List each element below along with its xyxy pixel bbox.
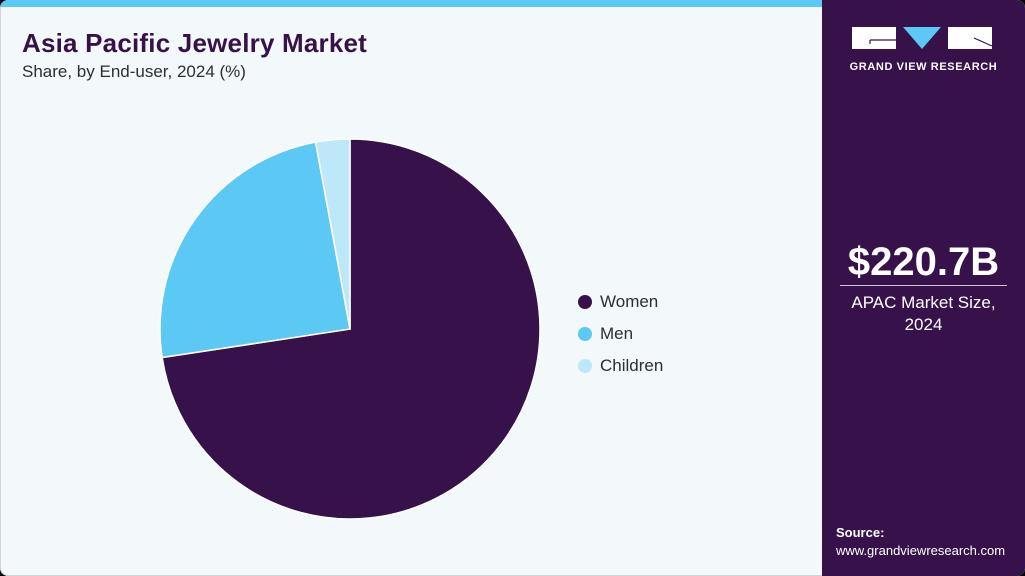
legend-item-women: Women (578, 286, 663, 318)
info-sidebar: GRAND VIEW RESEARCH $220.7B APAC Market … (822, 0, 1025, 576)
pie-slice-children (314, 138, 351, 330)
market-size-value: $220.7B (847, 240, 1000, 284)
legend-item-children: Children (578, 350, 663, 382)
chart-subtitle: Share, by End-user, 2024 (%) (22, 62, 246, 81)
legend-label: Men (600, 324, 634, 343)
market-size-label-line2: 2024 (904, 315, 943, 334)
legend-dot-icon (578, 359, 592, 373)
legend-dot-icon (578, 327, 592, 341)
source-label: Source: (836, 525, 885, 540)
divider (840, 285, 1007, 286)
market-size-label-line1: APAC Market Size, (851, 293, 996, 312)
source-link[interactable]: www.grandviewresearch.com (836, 543, 1006, 558)
gvr-logo-icon (852, 27, 993, 49)
pie-slice-women (161, 138, 541, 520)
legend-label: Children (600, 356, 664, 375)
legend-dot-icon (578, 295, 592, 309)
legend: Women Men Children (578, 286, 663, 382)
accent-bar (0, 0, 822, 7)
legend-label: Women (600, 292, 659, 311)
pie-chart (159, 138, 541, 520)
legend-item-men: Men (578, 318, 663, 350)
chart-title: Asia Pacific Jewelry Market (22, 28, 368, 58)
market-size-label: APAC Market Size, 2024 (822, 292, 1025, 336)
brand-name: GRAND VIEW RESEARCH (849, 61, 998, 73)
pie-slice-men (159, 141, 351, 359)
